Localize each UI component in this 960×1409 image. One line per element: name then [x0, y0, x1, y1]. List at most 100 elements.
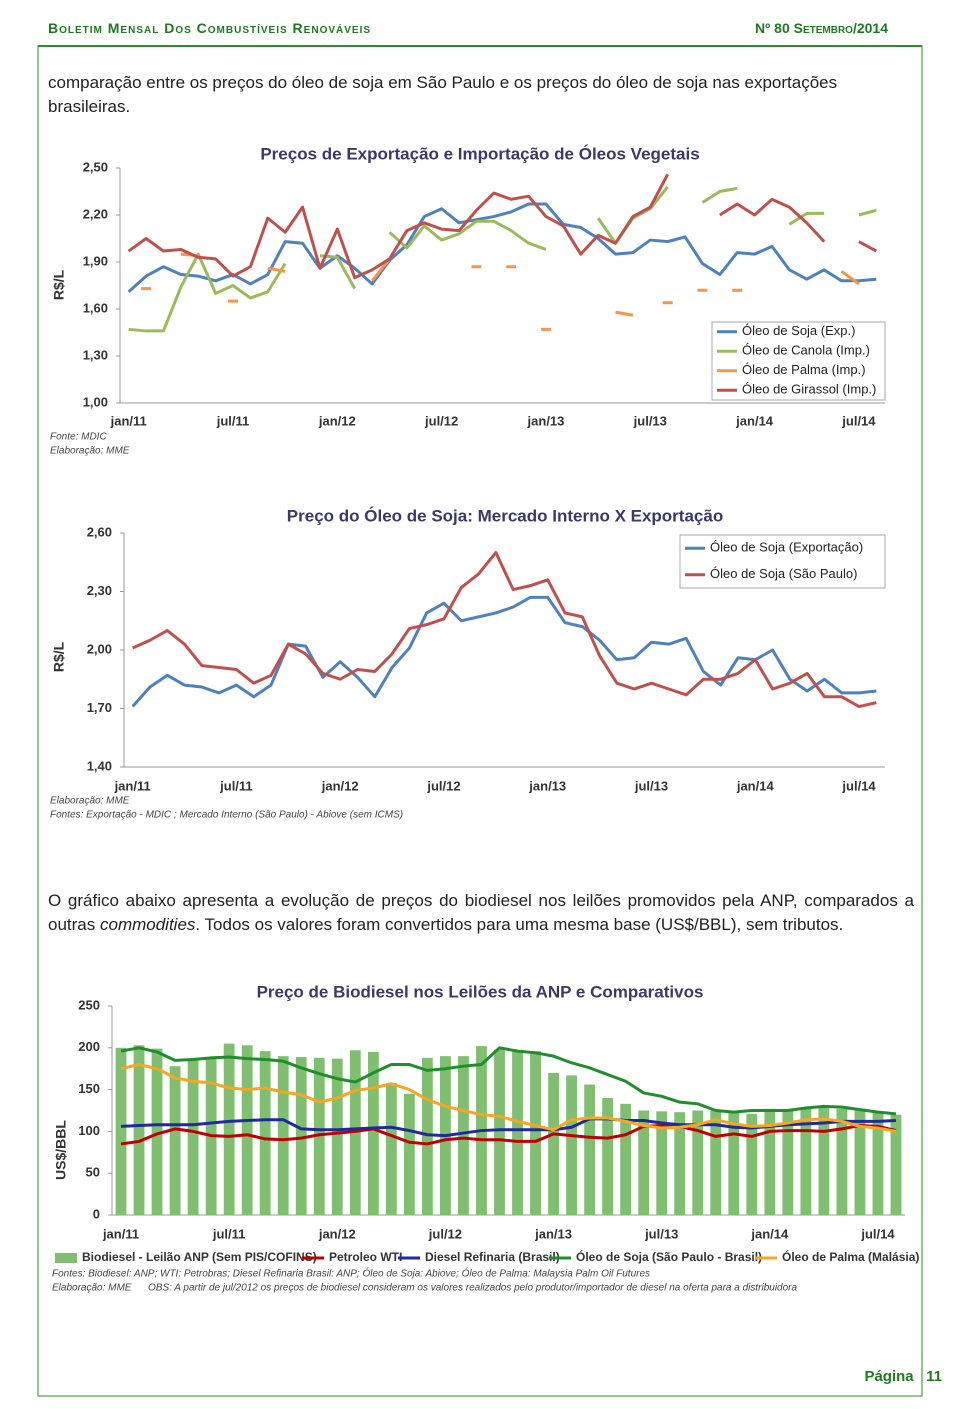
legend-label: Petroleo WTI — [329, 1250, 402, 1264]
bar — [548, 1072, 559, 1215]
bar — [512, 1050, 523, 1215]
paragraph: O gráfico abaixo apresenta a evolução de… — [48, 889, 914, 937]
y-tick-label: 150 — [78, 1081, 100, 1096]
data-line — [127, 202, 877, 293]
data-line — [120, 1117, 897, 1138]
bar — [115, 1047, 127, 1215]
legend-box — [711, 321, 886, 401]
bar — [566, 1075, 577, 1215]
x-tick-label: jan/13 — [534, 1226, 572, 1241]
legend-label: Óleo de Soja (Exp.) — [742, 323, 855, 338]
y-tick-label: 1,60 — [83, 300, 108, 315]
bar — [692, 1110, 704, 1215]
x-tick-label: jul/11 — [216, 413, 250, 428]
bar — [169, 1066, 181, 1215]
y-tick-label: 250 — [78, 997, 100, 1012]
y-tick-label: 100 — [78, 1123, 100, 1138]
bar — [674, 1112, 686, 1215]
bar — [620, 1103, 632, 1215]
bar — [403, 1093, 415, 1215]
bar — [602, 1097, 614, 1215]
x-tick-label: jan/14 — [735, 413, 774, 428]
legend-label: Óleo de Canola (Imp.) — [742, 343, 870, 358]
data-line — [131, 595, 877, 708]
bar — [530, 1051, 541, 1215]
x-tick-label: jul/14 — [860, 1226, 895, 1241]
x-tick-label: jan/12 — [321, 778, 359, 793]
page-frame — [37, 45, 923, 1397]
y-tick-label: 2,50 — [83, 159, 108, 174]
bar — [872, 1113, 884, 1215]
source-note: Elaboração: MME — [50, 796, 130, 807]
data-line — [132, 551, 877, 709]
x-tick-label: jul/13 — [634, 778, 668, 793]
y-tick-label: 2,00 — [87, 641, 112, 656]
bar — [421, 1057, 433, 1215]
chart-title: Preço de Biodiesel nos Leilões da ANP e … — [257, 982, 704, 1001]
footer-label: Página — [864, 1368, 914, 1385]
data-line — [128, 185, 877, 333]
bar — [836, 1108, 848, 1215]
bar — [782, 1109, 794, 1215]
y-axis-label: R$/L — [51, 641, 67, 672]
x-tick-label: jan/11 — [102, 1226, 139, 1241]
source-note: Fonte: MDIC — [50, 432, 107, 443]
y-tick-label: 2,60 — [87, 524, 112, 539]
bar — [367, 1051, 379, 1215]
header-title: Boletim Mensal Dos Combustíveis Renováve… — [48, 20, 372, 36]
source-note: Fontes: Exportação - MDIC ; Mercado Inte… — [50, 810, 403, 821]
chart-title: Preço do Óleo de Soja: Mercado Interno X… — [287, 506, 723, 525]
x-tick-label: jul/12 — [428, 1226, 462, 1241]
x-tick-label: jul/12 — [424, 413, 458, 428]
bar — [187, 1060, 199, 1215]
x-tick-label: jan/13 — [527, 413, 565, 428]
bar — [728, 1111, 740, 1215]
y-axis-label: US$/BBL — [53, 1120, 69, 1180]
bar — [746, 1113, 758, 1215]
legend-label: Diesel Refinaria (Brasil) — [425, 1250, 560, 1264]
x-tick-label: jul/13 — [633, 413, 667, 428]
header-issue: Nº 80 Setembro/2014 — [755, 20, 888, 36]
legend-label: Óleo de Soja (São Paulo - Brasil) — [576, 1249, 762, 1264]
y-tick-label: 0 — [93, 1206, 100, 1221]
bar — [800, 1107, 812, 1215]
x-tick-label: jan/12 — [318, 1226, 356, 1241]
source-note: Fontes: Biodiesel: ANP; WTI: Petrobras; … — [52, 1267, 650, 1280]
legend-label: Óleo de Soja (Exportação) — [710, 540, 863, 555]
bar — [584, 1084, 596, 1215]
source-note: Elaboração: MME — [52, 1283, 132, 1294]
x-tick-label: jan/13 — [528, 778, 566, 793]
legend-label: Óleo de Soja (São Paulo) — [710, 566, 857, 581]
bar — [223, 1043, 235, 1215]
bar — [638, 1110, 650, 1215]
data-line — [120, 1046, 897, 1116]
y-tick-label: 50 — [86, 1165, 100, 1180]
bar — [764, 1108, 776, 1215]
x-tick-label: jul/14 — [841, 778, 876, 793]
bar — [656, 1111, 668, 1215]
page-number: 11 — [926, 1368, 942, 1385]
x-tick-label: jul/11 — [219, 778, 253, 793]
x-tick-label: jul/12 — [426, 778, 460, 793]
y-tick-label: 1,40 — [87, 758, 112, 773]
legend-label: Óleo de Palma (Imp.) — [742, 362, 866, 377]
legend-box — [679, 534, 886, 589]
text: . Todos os valores foram convertidos par… — [195, 915, 844, 934]
chart-title: Preços de Exportação e Importação de Óle… — [260, 144, 699, 163]
legend-label: Biodiesel - Leilão ANP (Sem PIS/COFINS) — [82, 1250, 317, 1264]
x-tick-label: jan/14 — [736, 778, 775, 793]
data-line — [127, 173, 878, 280]
legend-label: Óleo de Palma (Malásia) — [782, 1249, 919, 1264]
x-tick-label: jan/11 — [110, 413, 147, 428]
bar — [241, 1045, 253, 1215]
data-line — [141, 252, 860, 331]
data-line — [120, 1063, 897, 1133]
legend-swatch — [55, 1253, 77, 1263]
legend-label: Óleo de Girassol (Imp.) — [742, 382, 876, 397]
bar — [494, 1049, 505, 1215]
text: O gráfico abaixo apresenta a evolução de… — [48, 891, 914, 934]
bar — [259, 1051, 271, 1215]
bar — [277, 1056, 289, 1215]
paragraph: comparação entre os preços do óleo de so… — [48, 73, 838, 116]
